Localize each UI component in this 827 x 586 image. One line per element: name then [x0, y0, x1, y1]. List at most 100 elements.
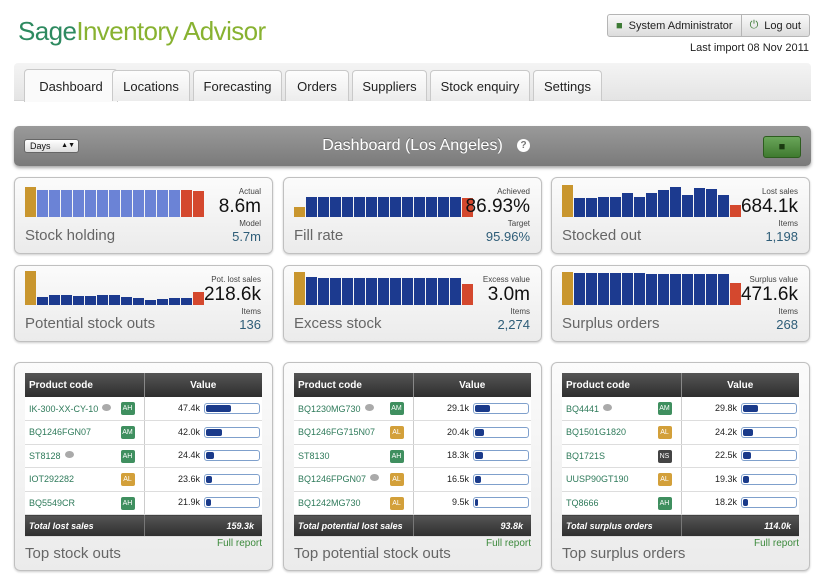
kpi-card-0[interactable]: Actual 8.6m Model 5.7m Stock holding	[14, 177, 273, 254]
product-code-link[interactable]: BQ5549CR	[29, 497, 76, 508]
kpi-bar	[73, 296, 84, 305]
kpi-value-secondary: 1,198	[765, 229, 798, 244]
table-row[interactable]: ST8130 AH 18.3k	[294, 444, 531, 468]
value-progress-fill	[206, 452, 214, 460]
kpi-label-secondary: Model	[239, 219, 261, 228]
kpi-bar	[462, 197, 473, 217]
tab-locations[interactable]: Locations	[112, 70, 190, 101]
full-report-link[interactable]: Full report	[485, 538, 531, 549]
period-select[interactable]: Days ▲▼	[24, 139, 79, 153]
table-row[interactable]: BQ1721S NS 22.5k	[562, 444, 799, 468]
footer-value: 114.0k	[681, 514, 799, 537]
product-code-cell: BQ5549CR AH	[25, 491, 145, 515]
kpi-bar	[25, 187, 36, 217]
kpi-card-5[interactable]: Surplus value 471.6k Items 268 Surplus o…	[551, 265, 810, 342]
col-header-product-code[interactable]: Product code	[562, 373, 682, 397]
logout-button[interactable]: ⏻ Log out	[741, 14, 810, 37]
col-header-value[interactable]: Value	[681, 373, 799, 397]
tab-orders[interactable]: Orders	[285, 70, 349, 101]
logout-label: Log out	[764, 19, 801, 32]
product-code-link[interactable]: IK-300-XX-CY-10	[29, 403, 99, 414]
kpi-bar	[342, 197, 353, 217]
kpi-label-secondary: Items	[778, 219, 798, 228]
comment-icon[interactable]	[64, 450, 74, 458]
kpi-label-secondary: Target	[507, 219, 530, 228]
footer-value: 93.8k	[413, 514, 531, 537]
product-code-link[interactable]: BQ4441	[566, 403, 600, 414]
product-code-cell: BQ1246FG715N07 AL	[294, 420, 414, 445]
value-progress-fill	[206, 405, 231, 413]
table-row[interactable]: IOT292282 AL 23.6k	[25, 467, 262, 492]
kpi-card-1[interactable]: Achieved 86.93% Target 95.96% Fill rate	[283, 177, 542, 254]
table-row[interactable]: BQ1246FPGN07 AL 16.5k	[294, 467, 531, 492]
product-code-link[interactable]: BQ1230MG730	[298, 403, 361, 414]
tab-suppliers[interactable]: Suppliers	[352, 70, 427, 101]
comment-icon[interactable]	[364, 403, 374, 411]
product-code-link[interactable]: BQ1242MG730	[298, 497, 361, 508]
table-row[interactable]: TQ8666 AH 18.2k	[562, 491, 799, 515]
kpi-card-4[interactable]: Excess value 3.0m Items 2,274 Excess sto…	[283, 265, 542, 342]
col-header-value[interactable]: Value	[144, 373, 262, 397]
product-code-link[interactable]: ST8130	[298, 450, 330, 461]
help-icon[interactable]: ?	[517, 139, 530, 152]
product-code-link[interactable]: BQ1246FG715N07	[298, 427, 376, 438]
kpi-bar	[306, 277, 317, 305]
product-code-link[interactable]: TQ8666	[566, 497, 599, 508]
kpi-bar	[181, 297, 192, 305]
kpi-value-primary: 8.6m	[218, 196, 261, 217]
tab-dashboard[interactable]: Dashboard	[24, 69, 118, 102]
product-code-link[interactable]: BQ1501G1820	[566, 427, 627, 438]
value-text: 23.6k	[177, 473, 200, 484]
table-row[interactable]: BQ4441 AM 29.8k	[562, 397, 799, 421]
table-row[interactable]: BQ1242MG730 AL 9.5k	[294, 491, 531, 515]
tab-stock-enquiry[interactable]: Stock enquiry	[430, 70, 530, 101]
kpi-label-primary: Actual	[238, 187, 261, 196]
kpi-card-3[interactable]: Pot. lost sales 218.6k Items 136 Potenti…	[14, 265, 273, 342]
table-row[interactable]: UUSP90GT190 AL 19.3k	[562, 467, 799, 492]
tab-forecasting[interactable]: Forecasting	[193, 70, 282, 101]
product-code-link[interactable]: BQ1721S	[566, 450, 606, 461]
kpi-bar-chart	[562, 183, 741, 217]
kpi-bar	[157, 189, 168, 217]
user-button[interactable]: ■ System Administrator	[607, 14, 742, 37]
table-row[interactable]: BQ1246FG715N07 AL 20.4k	[294, 420, 531, 445]
full-report-link[interactable]: Full report	[216, 538, 262, 549]
kpi-bar-chart	[294, 271, 473, 305]
comment-icon[interactable]	[370, 474, 380, 482]
kpi-bar	[586, 273, 597, 305]
table-row[interactable]: IK-300-XX-CY-10 AH 47.4k	[25, 397, 262, 421]
kpi-bar-chart	[294, 183, 473, 217]
product-code-link[interactable]: ST8128	[29, 450, 61, 461]
value-text: 22.5k	[714, 450, 737, 461]
comment-icon[interactable]	[102, 403, 112, 411]
col-header-value[interactable]: Value	[413, 373, 531, 397]
main-tabs: Dashboard Locations Forecasting Orders S…	[14, 63, 811, 102]
kpi-card-2[interactable]: Lost sales 684.1k Items 1,198 Stocked ou…	[551, 177, 810, 254]
product-code-link[interactable]: IOT292282	[29, 474, 75, 485]
product-code-link[interactable]: BQ1246FPGN07	[298, 474, 367, 485]
table-row[interactable]: BQ1230MG730 AM 29.1k	[294, 397, 531, 421]
col-header-product-code[interactable]: Product code	[25, 373, 145, 397]
tab-settings[interactable]: Settings	[533, 70, 602, 101]
kpi-label-primary: Lost sales	[761, 187, 798, 196]
table-row[interactable]: BQ5549CR AH 21.9k	[25, 491, 262, 515]
product-code-link[interactable]: UUSP90GT190	[566, 474, 629, 485]
kpi-bar	[85, 296, 96, 305]
kpi-bar	[109, 189, 120, 217]
comment-icon[interactable]	[603, 403, 613, 411]
kpi-value-primary: 471.6k	[740, 284, 798, 305]
full-report-link[interactable]: Full report	[753, 538, 799, 549]
product-code-link[interactable]: BQ1246FGN07	[29, 427, 92, 438]
value-progress-bar	[204, 426, 260, 438]
product-code-cell: BQ1721S NS	[562, 444, 682, 468]
value-progress-fill	[475, 452, 483, 460]
col-header-product-code[interactable]: Product code	[294, 373, 414, 397]
kpi-bar	[25, 271, 36, 305]
kpi-label-primary: Surplus value	[749, 275, 798, 284]
table-row[interactable]: BQ1501G1820 AL 24.2k	[562, 420, 799, 445]
kpi-bar	[169, 297, 180, 305]
value-cell: 22.5k	[681, 444, 799, 468]
table-row[interactable]: BQ1246FGN07 AM 42.0k	[25, 420, 262, 445]
table-row[interactable]: ST8128 AH 24.4k	[25, 444, 262, 468]
user-settings-button[interactable]: ■	[763, 136, 801, 158]
